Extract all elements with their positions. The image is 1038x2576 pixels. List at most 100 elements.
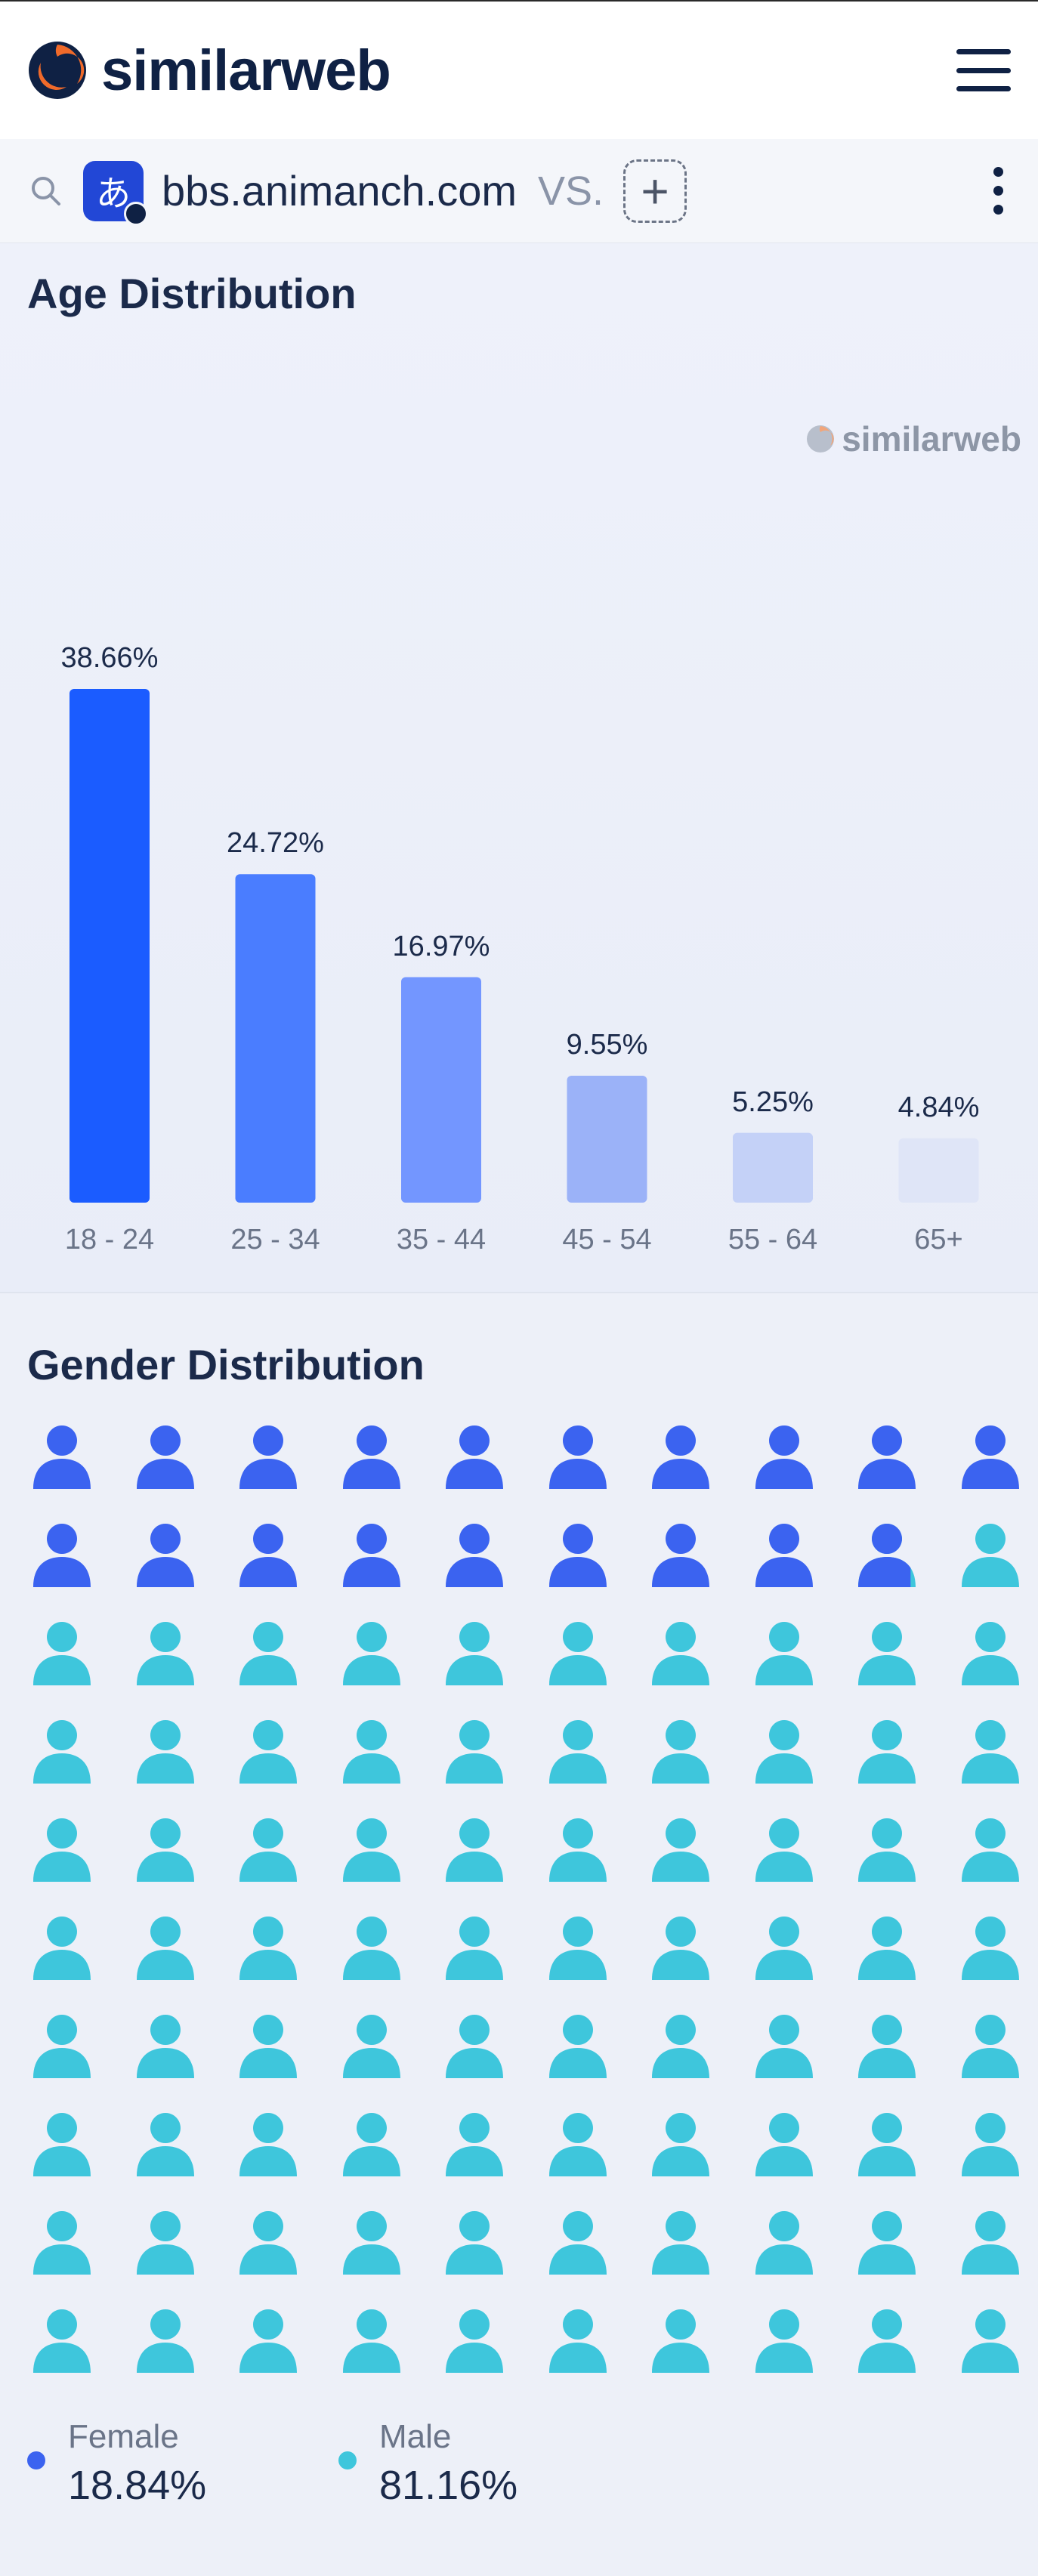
person-icon	[440, 2207, 509, 2276]
person-icon	[956, 1519, 1025, 1589]
person-icon	[27, 1617, 97, 1687]
person-icon	[646, 2305, 715, 2374]
person-icon	[233, 1912, 303, 1981]
age-bar-0[interactable]	[70, 689, 150, 1203]
male-label: Male	[379, 2418, 452, 2455]
person-icon	[337, 1519, 406, 1589]
person-icon	[131, 2108, 200, 2178]
person-icon	[749, 1814, 819, 1883]
person-icon	[233, 1617, 303, 1687]
person-icon	[852, 1716, 922, 1785]
person-icon	[749, 1912, 819, 1981]
search-icon[interactable]	[27, 172, 65, 210]
person-icon	[956, 2305, 1025, 2374]
male-value: 81.16%	[379, 2463, 518, 2508]
hamburger-menu-icon[interactable]	[956, 49, 1011, 91]
kebab-menu-icon[interactable]	[986, 159, 1011, 222]
person-icon	[131, 1519, 200, 1589]
person-icon	[852, 1912, 922, 1981]
favicon-glyph: あ	[96, 172, 131, 214]
gender-distribution-section: Gender Distribution Female 18.84% Male 8…	[0, 1293, 1038, 2576]
add-competitor-button[interactable]: +	[623, 159, 687, 223]
person-icon	[27, 2305, 97, 2374]
person-icon	[543, 1716, 613, 1785]
person-icon	[337, 1814, 406, 1883]
person-icon	[233, 1519, 303, 1589]
person-icon	[233, 1716, 303, 1785]
age-bar-2[interactable]	[401, 977, 481, 1203]
person-icon	[646, 1617, 715, 1687]
female-label: Female	[68, 2418, 179, 2455]
person-icon	[749, 1519, 819, 1589]
person-icon	[440, 2305, 509, 2374]
age-category-label-3: 45 - 54	[562, 1224, 652, 1256]
person-icon	[337, 1617, 406, 1687]
person-icon	[646, 1519, 715, 1589]
person-icon	[749, 1421, 819, 1490]
person-icon	[543, 1912, 613, 1981]
gender-legend: Female 18.84% Male 81.16%	[27, 2418, 1011, 2509]
person-icon	[543, 1519, 613, 1589]
age-bar-value-3: 9.55%	[566, 1029, 648, 1061]
person-icon	[956, 1912, 1025, 1981]
person-icon	[852, 2010, 922, 2080]
age-bar-1[interactable]	[235, 874, 316, 1203]
person-icon	[131, 1421, 200, 1490]
person-icon	[27, 1716, 97, 1785]
vs-label: VS.	[538, 168, 604, 214]
person-icon	[440, 1912, 509, 1981]
person-icon	[646, 1421, 715, 1490]
person-icon	[749, 1716, 819, 1785]
person-icon	[749, 2305, 819, 2374]
age-bar-4[interactable]	[733, 1132, 813, 1203]
person-icon	[337, 2207, 406, 2276]
person-icon	[131, 2010, 200, 2080]
person-icon	[440, 1814, 509, 1883]
age-bar-5[interactable]	[898, 1138, 979, 1203]
age-distribution-section: Age Distribution similarweb 38.66% 18 - 2…	[0, 243, 1038, 1293]
age-bar-value-1: 24.72%	[227, 827, 324, 860]
site-domain[interactable]: bbs.animanch.com	[162, 167, 517, 215]
person-icon	[543, 1814, 613, 1883]
person-icon	[543, 1421, 613, 1490]
person-icon	[646, 1912, 715, 1981]
person-icon	[749, 2108, 819, 2178]
similarweb-watermark-icon	[807, 425, 835, 452]
age-category-label-2: 35 - 44	[396, 1224, 487, 1256]
person-icon	[27, 2207, 97, 2276]
person-icon	[337, 1716, 406, 1785]
person-icon	[956, 1421, 1025, 1490]
legend-male: Male 81.16%	[338, 2418, 650, 2509]
age-bar-value-4: 5.25%	[732, 1086, 814, 1118]
person-icon	[956, 2108, 1025, 2178]
person-icon	[440, 1617, 509, 1687]
similarweb-logo-icon	[29, 42, 86, 99]
similarweb-watermark: similarweb	[805, 419, 1021, 459]
person-icon	[646, 1716, 715, 1785]
person-icon	[543, 1617, 613, 1687]
person-icon	[440, 1519, 509, 1589]
person-icon	[233, 2010, 303, 2080]
person-icon	[27, 1421, 97, 1490]
person-icon	[956, 2010, 1025, 2080]
legend-female: Female 18.84%	[27, 2418, 338, 2509]
person-icon	[543, 2108, 613, 2178]
age-bar-value-5: 4.84%	[897, 1091, 980, 1123]
age-bar-value-2: 16.97%	[392, 930, 490, 962]
compare-bar: あ bbs.animanch.com VS. +	[0, 139, 1038, 243]
person-icon	[233, 2305, 303, 2374]
person-icon	[956, 1814, 1025, 1883]
top-bar: similarweb	[0, 0, 1038, 139]
gender-section-title: Gender Distribution	[27, 1341, 425, 1388]
site-favicon: あ	[83, 160, 148, 226]
person-icon	[852, 2305, 922, 2374]
watermark-text: similarweb	[842, 419, 1021, 459]
person-icon	[852, 2207, 922, 2276]
person-icon	[233, 2207, 303, 2276]
person-icon	[233, 1421, 303, 1490]
person-icon	[27, 1912, 97, 1981]
person-icon	[646, 1814, 715, 1883]
age-bar-3[interactable]	[567, 1076, 647, 1203]
person-icon	[749, 1617, 819, 1687]
brand-logo[interactable]: similarweb	[27, 38, 391, 103]
